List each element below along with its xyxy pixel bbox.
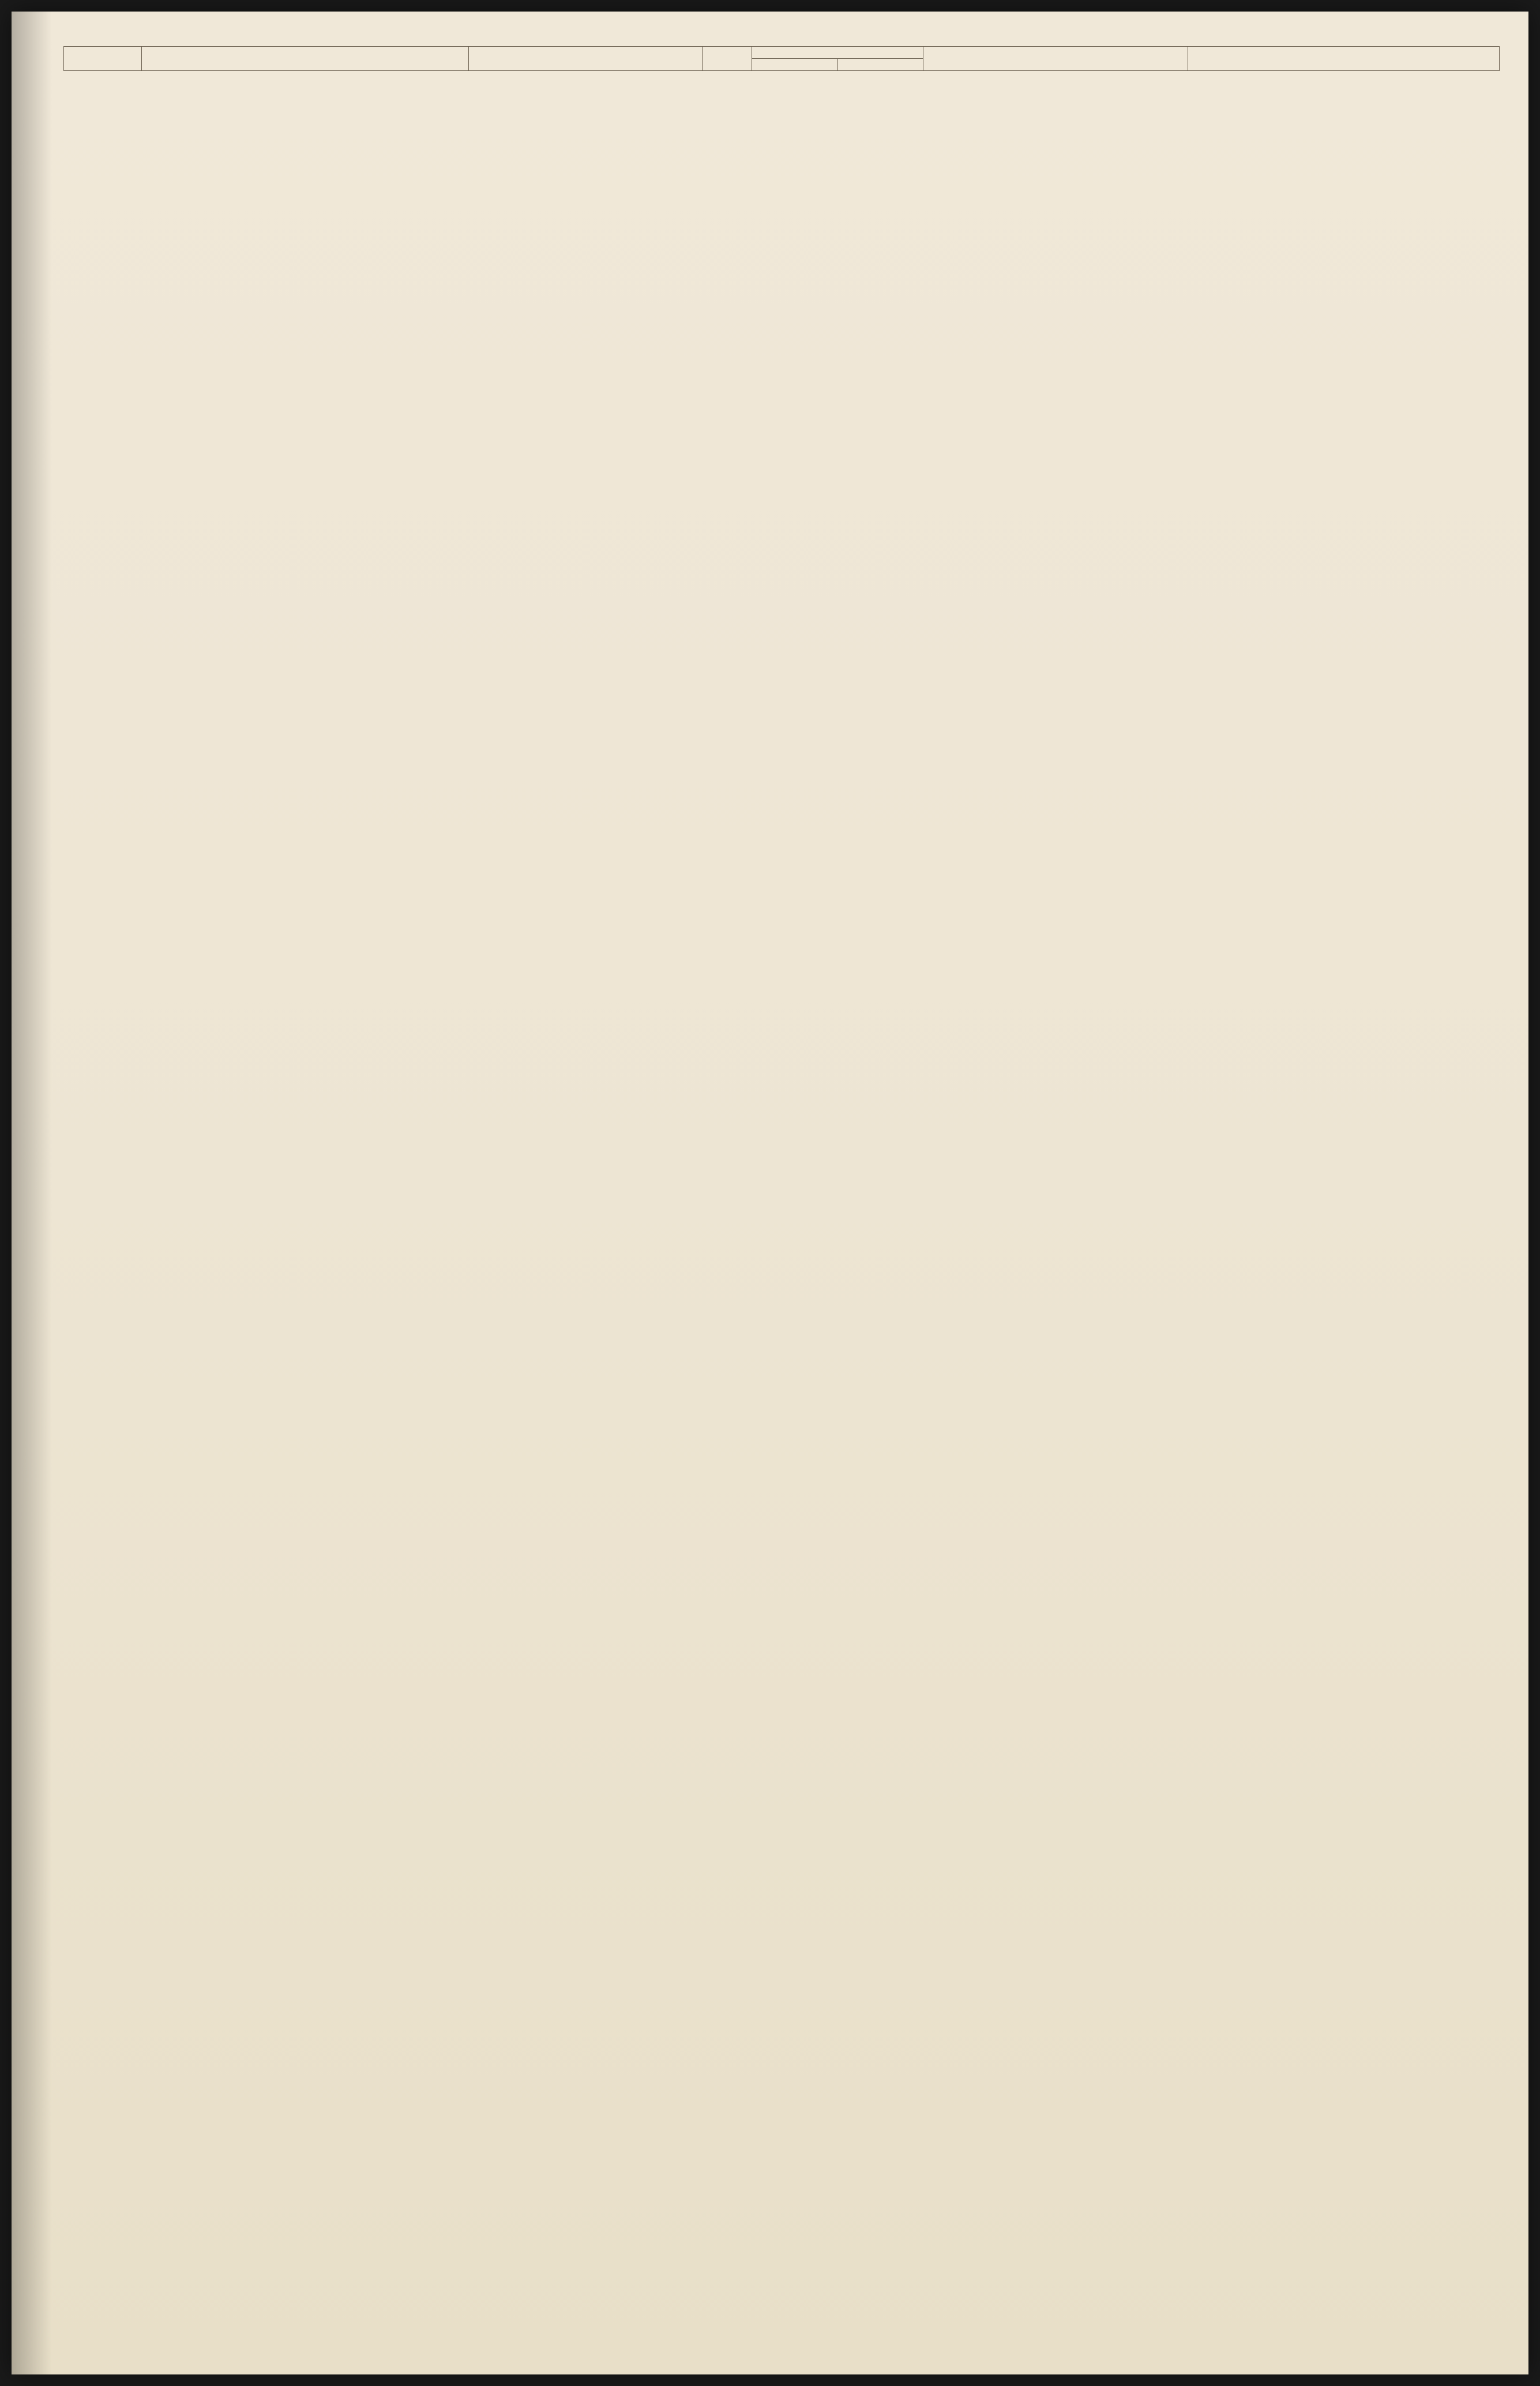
header-nb [1188, 47, 1500, 71]
header-stilling [468, 47, 702, 71]
header-fodselsaar [752, 47, 923, 59]
header-egteskabelig [702, 47, 752, 71]
table-header [64, 47, 1500, 71]
header-fodested [923, 47, 1188, 71]
header-husholdninger [64, 47, 142, 71]
header-kvindk [837, 59, 923, 71]
table-body [64, 71, 1500, 2346]
header-navn [141, 47, 468, 71]
census-table [63, 46, 1500, 2346]
header-mandk [752, 59, 837, 71]
census-page [12, 12, 1528, 2374]
